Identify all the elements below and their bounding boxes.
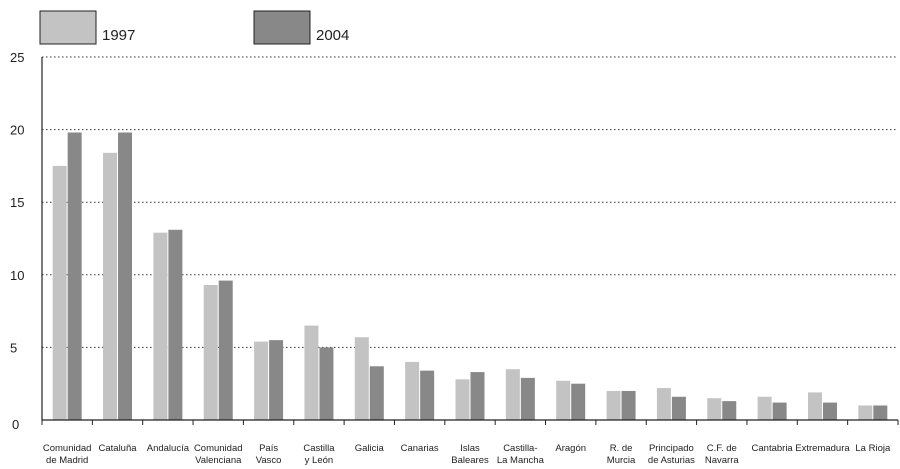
bar-1997 bbox=[807, 392, 822, 420]
x-tick-label: Extremadura bbox=[795, 443, 850, 454]
bar-1997 bbox=[254, 341, 269, 420]
bar-1997 bbox=[858, 405, 873, 420]
y-tick-label: 15 bbox=[10, 195, 24, 210]
bar-2004 bbox=[470, 372, 485, 420]
y-tick-label: 0 bbox=[12, 417, 19, 432]
x-tick-label: Canarias bbox=[401, 443, 439, 454]
bar-2004 bbox=[319, 347, 334, 420]
bar-1997 bbox=[455, 379, 470, 420]
bar-2004 bbox=[168, 229, 183, 420]
bar-2004 bbox=[873, 405, 888, 420]
bar-2004 bbox=[67, 132, 82, 420]
bar-1997 bbox=[52, 165, 67, 420]
bar-1997 bbox=[656, 388, 671, 420]
bar-2004 bbox=[520, 377, 535, 420]
bar-2004 bbox=[822, 402, 837, 420]
bar-1997 bbox=[103, 152, 118, 420]
legend-label: 1997 bbox=[102, 27, 135, 44]
x-tick-label: C.F. de Navarra bbox=[705, 443, 740, 466]
bars bbox=[52, 132, 888, 420]
legend-swatch bbox=[253, 10, 311, 45]
bar-2004 bbox=[369, 366, 384, 420]
x-tick-label: Islas Baleares bbox=[451, 443, 489, 466]
y-tick-label: 25 bbox=[10, 50, 24, 65]
bar-2004 bbox=[420, 370, 435, 420]
x-axis-labels: Comunidad de Madrid Cataluña Andalucía Comun… bbox=[43, 443, 891, 466]
bar-2004 bbox=[621, 390, 636, 420]
bar-2004 bbox=[269, 340, 284, 420]
bar-2004 bbox=[118, 132, 133, 420]
bar-2004 bbox=[571, 383, 586, 420]
axes bbox=[41, 57, 899, 425]
y-axis-ticks: 0 5 10 15 20 25 bbox=[10, 50, 24, 432]
x-tick-label: País Vasco bbox=[256, 443, 282, 466]
y-tick-label: 10 bbox=[10, 268, 24, 283]
x-tick-label: Galicia bbox=[355, 443, 385, 454]
bar-2004 bbox=[772, 402, 787, 420]
x-tick-label: La Rioja bbox=[855, 443, 891, 454]
x-tick-label: R. de Murcia bbox=[607, 443, 636, 466]
bar-1997 bbox=[203, 284, 218, 420]
bar-2004 bbox=[218, 280, 233, 420]
x-tick-label: Castilla-La Mancha bbox=[497, 443, 545, 466]
bar-1997 bbox=[354, 337, 369, 420]
y-tick-label: 5 bbox=[10, 340, 17, 355]
bar-1997 bbox=[304, 325, 319, 420]
x-tick-label: Cantabria bbox=[752, 443, 794, 454]
bar-1997 bbox=[153, 232, 168, 420]
bar-1997 bbox=[405, 361, 420, 420]
bar-1997 bbox=[505, 369, 520, 420]
bar-1997 bbox=[757, 396, 772, 420]
x-tick-label: Cataluña bbox=[99, 443, 138, 454]
x-tick-label: Principado de Asturias bbox=[648, 443, 695, 466]
legend-swatch bbox=[39, 10, 97, 45]
x-tick-label: Andalucía bbox=[147, 443, 190, 454]
y-tick-label: 20 bbox=[10, 123, 24, 138]
bar-2004 bbox=[722, 401, 737, 420]
x-tick-label: Castilla y León bbox=[303, 443, 335, 466]
x-tick-label: Comunidad de Madrid bbox=[43, 443, 92, 466]
legend-label: 2004 bbox=[316, 27, 349, 44]
bar-1997 bbox=[556, 380, 571, 420]
x-tick-label: Aragón bbox=[555, 443, 586, 454]
bar-1997 bbox=[707, 398, 722, 420]
bar-1997 bbox=[606, 390, 621, 420]
bar-2004 bbox=[671, 396, 686, 420]
legend: 1997 2004 bbox=[39, 10, 349, 45]
gridlines bbox=[42, 56, 898, 348]
x-tick-label: Comunidad Valenciana bbox=[194, 443, 243, 466]
